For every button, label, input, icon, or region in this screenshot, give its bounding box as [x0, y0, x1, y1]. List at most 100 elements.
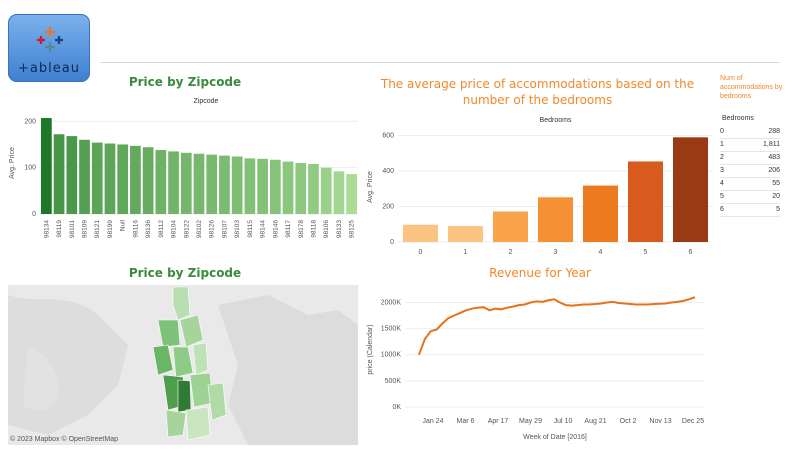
bedrooms-bar [493, 211, 528, 242]
zip-bar [193, 153, 205, 214]
zip-bar [333, 171, 345, 214]
bedrooms-bar-title: The average price of accommodations base… [380, 77, 695, 107]
num-table-header: Bedrooms [722, 115, 754, 122]
zip-bar-xtick: 98106 [323, 220, 330, 238]
zip-bar [257, 158, 268, 214]
num-table: 0 288 1 1,811 2 483 3 206 4 55 5 20 6 5 [720, 126, 780, 217]
zip-bar-xtick: Null [120, 219, 127, 231]
zip-bar-xtick: 98103 [234, 220, 241, 238]
zip-bar [168, 151, 179, 214]
zip-bar [66, 136, 78, 214]
num-table-row-value: 483 [768, 154, 780, 161]
zip-bar [53, 134, 65, 214]
num-table-row: 5 20 [720, 191, 780, 204]
zip-bar [130, 145, 141, 214]
zip-bar [219, 155, 230, 214]
num-table-row-label: 3 [720, 167, 724, 174]
num-table-row: 1 1,811 [720, 139, 780, 152]
revenue-xtick: Nov 13 [649, 418, 671, 425]
zip-bar-header: Zipcode [194, 98, 219, 105]
zip-bar [79, 139, 90, 214]
zip-bar-title: Price by Zipcode [128, 75, 242, 89]
num-table-row: 2 483 [720, 152, 780, 165]
num-table-row-value: 288 [768, 128, 780, 135]
bedrooms-bar [538, 197, 573, 242]
zip-bar-xtick: 98116 [132, 220, 139, 238]
zip-bar-chart: Zipcode Avg. Price 0 100 200 98134 98119 98101 9… [9, 98, 358, 238]
zipcode-map[interactable]: © 2023 Mapbox © OpenStreetMap [8, 285, 358, 445]
zip-bar [104, 143, 116, 214]
bedrooms-bar-ytick: 400 [382, 168, 394, 175]
num-table-row-label: 5 [720, 193, 724, 200]
bedrooms-bar [403, 224, 438, 242]
zip-bar [282, 161, 294, 214]
zip-bar-xtick: 98144 [260, 220, 267, 238]
bedrooms-bar [673, 137, 708, 242]
zip-bar-xtick: 98112 [158, 220, 165, 238]
zip-bar [117, 144, 129, 214]
bedrooms-bar-xtick: 3 [554, 249, 558, 256]
zip-bar [320, 167, 332, 214]
bedrooms-bar-xtick: 5 [644, 249, 648, 256]
revenue-xtick: Jan 24 [422, 418, 443, 425]
revenue-ytick: 2000K [381, 299, 402, 306]
zip-bar-xtick: 98134 [43, 220, 50, 238]
revenue-xtick: Oct 2 [620, 418, 637, 425]
num-table-row-label: 1 [720, 141, 724, 148]
zip-bar-xtick: 98109 [82, 220, 89, 238]
map-attribution: © 2023 Mapbox © OpenStreetMap [10, 435, 118, 443]
zip-bar-xtick: 98101 [69, 220, 76, 238]
bedrooms-bar-ytick: 200 [382, 204, 394, 211]
zip-bar [346, 174, 357, 214]
bedrooms-bar-xtick: 0 [419, 249, 423, 256]
zip-bar-xtick: 98118 [310, 220, 317, 238]
zip-bar-xtick: 98136 [145, 220, 152, 238]
bedrooms-bar [448, 226, 483, 242]
zip-bar [308, 163, 319, 214]
bedrooms-bar-xtick: 1 [464, 249, 468, 256]
zip-bar-ytick: 0 [32, 211, 36, 218]
zip-bar-xtick: 98104 [171, 220, 178, 238]
bedrooms-bar-ylabel: Avg. Price [367, 171, 374, 203]
num-table-row-value: 1,811 [763, 141, 780, 148]
zip-bar [155, 150, 167, 214]
num-table-row-value: 55 [772, 180, 780, 187]
zip-bar-ytick: 200 [24, 118, 36, 125]
zip-bar-xtick: 98115 [247, 220, 254, 238]
tableau-logo: +ableau [8, 14, 90, 82]
num-table-row: 4 55 [720, 178, 780, 191]
revenue-xtick: Apr 17 [488, 418, 509, 425]
revenue-ylabel: price (Calendar) [367, 324, 374, 374]
revenue-ytick: 500K [385, 378, 402, 385]
num-table-row-value: 5 [776, 206, 780, 213]
bedrooms-bar [628, 161, 663, 242]
zip-bar [244, 158, 256, 214]
bedrooms-bar-xtick: 4 [599, 249, 603, 256]
zip-bar [142, 147, 154, 214]
revenue-xlabel: Week of Date [2016] [523, 434, 587, 441]
revenue-xtick: Jul 10 [554, 418, 573, 425]
bedrooms-bar-chart: Bedrooms Avg. Price 0 200 400 600 0 1 2 3 4 5 6 [367, 117, 713, 256]
tableau-cross-icon [37, 27, 63, 52]
num-table-row-label: 0 [720, 128, 724, 135]
zip-bar-xtick: 98178 [298, 220, 305, 238]
zip-bar-xtick: 98146 [272, 220, 279, 238]
bedrooms-bar-ytick: 0 [390, 239, 394, 246]
revenue-line-chart: price (Calendar) 0K 500K 1000K 1500K 2000K Jan… [367, 296, 705, 441]
zip-bar [231, 156, 243, 214]
revenue-xtick: May 29 [519, 418, 542, 425]
zip-bar [41, 118, 52, 214]
zip-bar-xtick: 98133 [336, 220, 343, 238]
num-table-title: Num of accommodations by bedrooms [720, 75, 783, 100]
bedrooms-bar-header: Bedrooms [540, 117, 572, 124]
num-table-row-value: 206 [768, 167, 780, 174]
zip-bar [269, 159, 281, 214]
num-table-row-label: 4 [720, 180, 724, 187]
num-table-row: 3 206 [720, 165, 780, 178]
num-table-row-value: 20 [772, 193, 780, 200]
zip-bar [91, 142, 103, 214]
bedrooms-bar-xtick: 6 [689, 249, 693, 256]
zip-bar-xtick: 98117 [285, 220, 292, 238]
revenue-line [418, 296, 696, 356]
